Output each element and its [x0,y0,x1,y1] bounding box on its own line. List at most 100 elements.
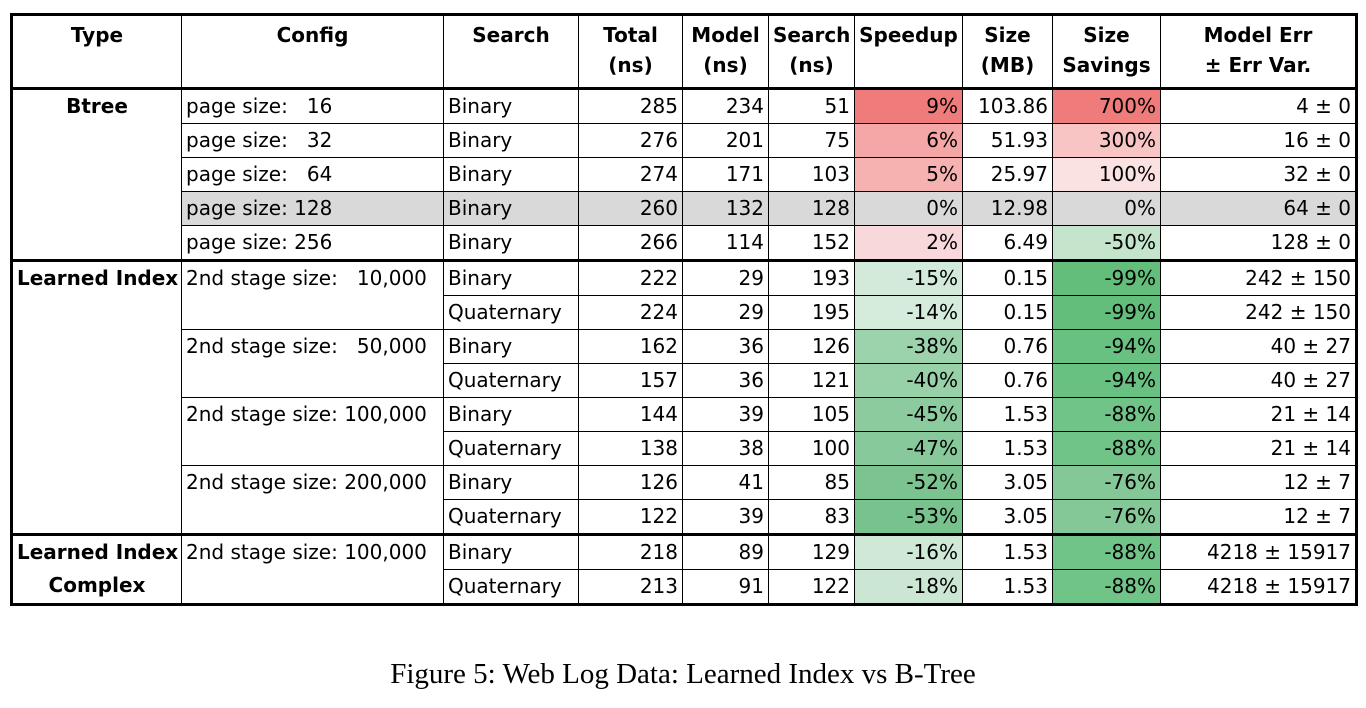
size-mb-cell: 3.05 [962,499,1053,535]
table-row: page size: 32 Binary 276 201 75 6% 51.93 300% 16… [12,123,1357,158]
model-ns-cell: 234 [682,87,769,124]
size-savings-cell: -88% [1052,397,1161,432]
size-savings-cell: 0% [1052,191,1161,226]
size-mb-cell: 0.76 [962,329,1053,364]
speedup-cell: 0% [854,191,963,226]
total-ns-cell: 157 [578,363,683,398]
table-row: 2nd stage size: 100,000 Binary 144 39 105 -45… [12,397,1357,466]
search-ns-cell: 129 [768,533,855,570]
config-label: page size: 128 [186,196,333,220]
type-label: Btree [66,94,128,118]
search-method-cell: Binary [443,329,579,364]
search-ns-cell: 83 [768,499,855,535]
search-method-cell: Quaternary [443,499,579,535]
config-cell: 2nd stage size: 50,000 [181,329,444,398]
model-err-cell: 242 ± 150 [1160,295,1357,330]
speedup-cell: 2% [854,225,963,261]
size-savings-cell: 100% [1052,157,1161,192]
config-label: 2nd stage size: 100,000 [186,540,427,564]
search-method-cell: Binary [443,465,579,500]
table-row: Quaternary 213 91 122 -18% 1.53 -88% 4218 ± 159… [12,569,1357,605]
model-ns-cell: 38 [682,431,769,466]
model-ns-cell: 36 [682,363,769,398]
model-err-cell: 4218 ± 15917 [1160,533,1357,570]
column-header: Model (ns) [682,14,769,90]
size-mb-cell: 1.53 [962,533,1053,570]
size-savings-cell: -76% [1052,465,1161,500]
type-cell: Learned Index Complex [11,533,182,605]
column-header: Speedup [854,14,963,90]
table-row: Btree page size: 16 Binary 285 234 51 9% 103.86… [11,87,1357,261]
column-header-line1: Config [276,23,349,47]
speedup-cell: -15% [854,259,963,296]
type-label: Learned Index [17,266,179,290]
search-method-cell: Binary [443,157,579,192]
column-header-line2: (ns) [703,53,748,77]
search-ns-cell: 128 [768,191,855,226]
size-savings-cell: 300% [1052,123,1161,158]
model-ns-cell: 39 [682,499,769,535]
size-savings-cell: -88% [1052,431,1161,466]
config-cell: 2nd stage size: 200,000 [181,465,444,535]
column-header-line2: ± Err Var. [1204,53,1312,77]
size-mb-cell: 1.53 [962,569,1053,605]
config-cell: page size: 16 [181,87,444,124]
results-table-wrapper: Type Config Search Total (ns) Model (ns) Search… [10,13,1358,606]
size-mb-cell: 25.97 [962,157,1053,192]
search-method-cell: Quaternary [443,431,579,466]
model-err-cell: 242 ± 150 [1160,259,1357,296]
config-label: page size: 256 [186,230,333,254]
size-savings-cell: -50% [1052,225,1161,261]
search-method-cell: Binary [443,533,579,570]
column-header-line1: Search [773,23,851,47]
type-cell: Learned Index [11,259,182,535]
header-row: Type Config Search Total (ns) Model (ns) Search… [11,14,1357,90]
config-cell: page size: 128 [181,191,444,226]
size-savings-cell: -94% [1052,363,1161,398]
total-ns-cell: 162 [578,329,683,364]
total-ns-cell: 138 [578,431,683,466]
table-row: page size: 64 Binary 274 171 103 5% 25.97 100% 3… [12,157,1357,192]
model-ns-cell: 29 [682,295,769,330]
size-savings-cell: -88% [1052,569,1161,605]
model-ns-cell: 36 [682,329,769,364]
table-row: 2nd stage size: 200,000 Binary 126 41 85 -52%… [12,465,1357,535]
column-header-line1: Search [472,23,550,47]
column-header-line2: (ns) [608,53,653,77]
table-row: page size: 128 Binary 260 132 128 0% 12.98 0% 64… [12,191,1357,226]
config-label: 2nd stage size: 100,000 [186,402,427,426]
speedup-cell: -40% [854,363,963,398]
table-row: 2nd stage size: 50,000 Binary 162 36 126 -38%… [12,329,1357,398]
config-cell: page size: 64 [181,157,444,192]
model-ns-cell: 41 [682,465,769,500]
model-ns-cell: 132 [682,191,769,226]
config-label: page size: 16 [186,94,333,118]
config-cell: page size: 256 [181,225,444,261]
total-ns-cell: 144 [578,397,683,432]
config-label: page size: 32 [186,128,333,152]
search-ns-cell: 193 [768,259,855,296]
column-header: Size Savings [1052,14,1161,90]
search-ns-cell: 152 [768,225,855,261]
speedup-cell: 5% [854,157,963,192]
config-label: 2nd stage size: 200,000 [186,470,427,494]
size-savings-cell: -94% [1052,329,1161,364]
table-row: Quaternary 138 38 100 -47% 1.53 -88% 21 ± 14 [12,431,1357,466]
search-ns-cell: 122 [768,569,855,605]
column-header: Search [443,14,579,90]
table-row: page size: 256 Binary 266 114 152 2% 6.49 -50% 1… [12,225,1357,261]
total-ns-cell: 285 [578,87,683,124]
size-mb-cell: 3.05 [962,465,1053,500]
model-err-cell: 4 ± 0 [1160,87,1357,124]
type-label: Learned Index [17,540,179,564]
config-label: 2nd stage size: 50,000 [186,334,427,358]
model-err-cell: 21 ± 14 [1160,431,1357,466]
model-ns-cell: 39 [682,397,769,432]
column-header-line1: Size [1083,23,1130,47]
total-ns-cell: 274 [578,157,683,192]
search-method-cell: Binary [443,87,579,124]
model-ns-cell: 171 [682,157,769,192]
total-ns-cell: 122 [578,499,683,535]
search-method-cell: Quaternary [443,295,579,330]
column-header: Config [181,14,444,90]
